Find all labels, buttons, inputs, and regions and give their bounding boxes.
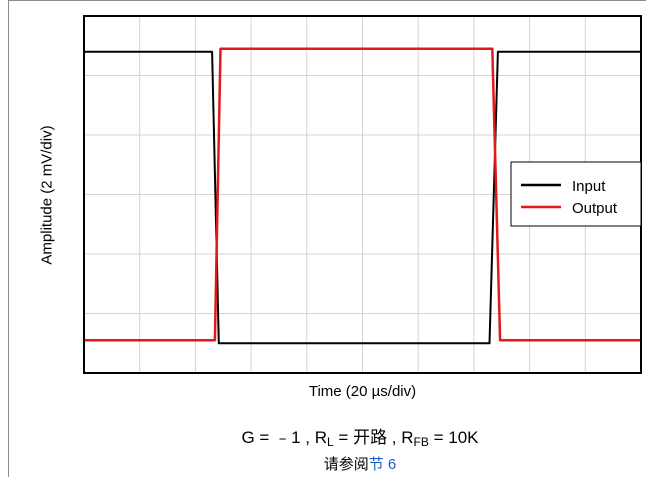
legend-label-input: Input [572,178,606,195]
frame-top-border [8,0,646,1]
chart: Input Output [83,15,642,374]
plot-lines [84,47,641,345]
caption-rl-subscript: L [327,435,334,449]
caption-gain-value: ﹣1 , [274,428,310,447]
caption-see-reference: 请参阅节 6 [0,453,646,474]
caption-rl-label: R [314,428,327,447]
series-line-input [84,50,641,345]
see-text: 请参阅 [323,456,369,473]
section-link[interactable]: 节 6 [368,456,397,473]
caption-conditions: G = ﹣1 , RL = 开路 , RFB = 10K [0,423,646,449]
legend-label-output: Output [572,200,618,217]
caption-rl-value: = 开路 , [338,428,397,447]
series-line-output [84,47,641,342]
frame-left-border [8,0,9,477]
x-axis-label: Time (20 µs/div) [308,383,417,400]
caption-rfb-value: = 10K [433,428,479,447]
legend: Input Output [510,161,642,227]
y-axis-label: Amplitude (2 mV/div) [38,125,56,265]
caption-rfb-label: R [401,428,414,447]
legend-box [510,161,642,227]
caption-rfb-subscript: FB [413,435,429,449]
caption-gain-label: G = [241,428,275,447]
